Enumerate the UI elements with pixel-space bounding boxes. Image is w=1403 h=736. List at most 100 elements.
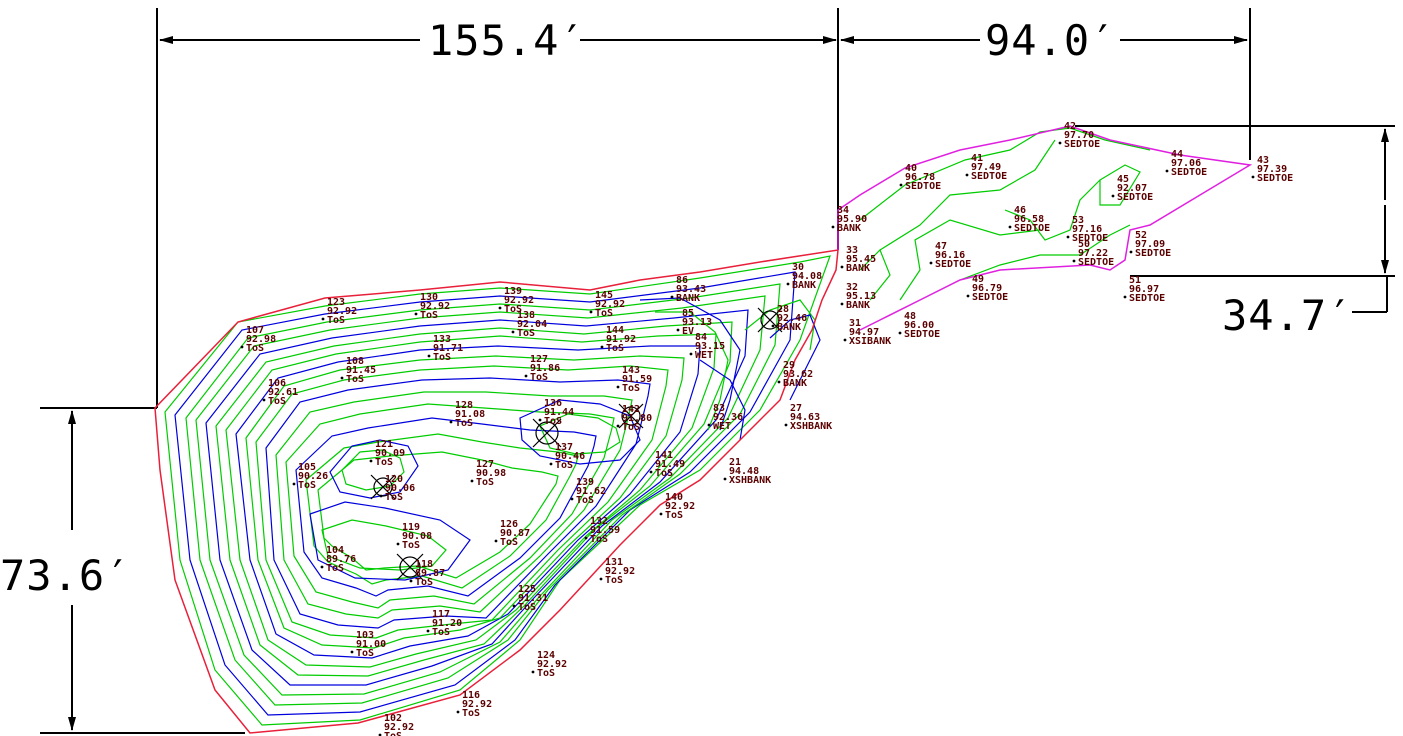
survey-point-number: 44 bbox=[1171, 149, 1183, 160]
survey-point-elevation: 90.26 bbox=[298, 471, 328, 482]
survey-point-dot bbox=[676, 328, 680, 332]
survey-point-description: ToS bbox=[665, 510, 683, 521]
survey-point-dot bbox=[426, 629, 430, 633]
contour-line bbox=[655, 311, 729, 431]
survey-point-description: ToS bbox=[268, 396, 286, 407]
survey-point-number: 127 bbox=[476, 459, 494, 470]
survey-point-elevation: 90.98 bbox=[476, 468, 506, 479]
survey-point-dot bbox=[1129, 250, 1133, 254]
survey-point-elevation: 92.61 bbox=[268, 387, 298, 398]
survey-point-elevation: 92.92 bbox=[420, 301, 450, 312]
dimension-label-73-6: 73.6′ bbox=[0, 551, 131, 600]
control-marker-icon bbox=[370, 474, 396, 500]
survey-point-dot bbox=[262, 398, 266, 402]
survey-point-dot bbox=[1072, 259, 1076, 263]
survey-point-description: ToS bbox=[530, 372, 548, 383]
survey-point-number: 121 bbox=[375, 439, 393, 450]
survey-point-number: 107 bbox=[246, 325, 264, 336]
survey-point-dot bbox=[321, 317, 325, 321]
survey-point-dot bbox=[498, 306, 502, 310]
survey-point-elevation: 96.97 bbox=[1129, 284, 1159, 295]
contour-line bbox=[309, 501, 471, 581]
survey-point-description: SEDTOE bbox=[1129, 293, 1165, 304]
survey-point-dot bbox=[771, 324, 775, 328]
contour-line bbox=[859, 127, 1151, 221]
survey-point-dot bbox=[784, 423, 788, 427]
survey-point-dot bbox=[350, 650, 354, 654]
survey-point-dot bbox=[843, 338, 847, 342]
survey-point-dot bbox=[470, 479, 474, 483]
survey-point-dot bbox=[427, 354, 431, 358]
survey-point-number: 103 bbox=[356, 630, 374, 641]
survey-point-elevation: 92.92 bbox=[504, 295, 534, 306]
survey-point-elevation: 91.62 bbox=[576, 486, 606, 497]
survey-point-description: SEDTOE bbox=[904, 329, 940, 340]
survey-point-elevation: 91.59 bbox=[590, 525, 620, 536]
contour-line bbox=[321, 519, 447, 571]
survey-point-number: 127 bbox=[530, 354, 548, 365]
survey-point-elevation: 97.49 bbox=[971, 162, 1001, 173]
survey-point-number: 136 bbox=[544, 398, 562, 409]
survey-point-number: 51 bbox=[1129, 275, 1141, 286]
survey-point-elevation: 93.15 bbox=[695, 341, 725, 352]
survey-point-elevation: 95.90 bbox=[837, 214, 867, 225]
survey-point-elevation: 91.44 bbox=[544, 407, 574, 418]
survey-point-description: ToS bbox=[415, 577, 433, 588]
survey-point-number: 29 bbox=[783, 360, 795, 371]
survey-point-description: BANK bbox=[783, 378, 807, 389]
survey-point-description: BANK bbox=[846, 263, 870, 274]
survey-point-dot bbox=[584, 536, 588, 540]
survey-point-elevation: 90.09 bbox=[375, 448, 405, 459]
survey-point-description: ToS bbox=[576, 495, 594, 506]
survey-point-number: 47 bbox=[935, 241, 947, 252]
contour-line bbox=[899, 219, 1041, 301]
survey-point-number: 119 bbox=[402, 522, 420, 533]
survey-point-dot bbox=[1111, 194, 1115, 198]
survey-point-elevation: 94.97 bbox=[849, 327, 879, 338]
survey-point-description: ToS bbox=[298, 480, 316, 491]
survey-point-dot bbox=[670, 295, 674, 299]
survey-point-dot bbox=[292, 482, 296, 486]
contour-line bbox=[185, 283, 781, 706]
survey-point-description: ToS bbox=[537, 668, 555, 679]
survey-point-elevation: 96.16 bbox=[935, 250, 965, 261]
survey-point-description: SEDTOE bbox=[1257, 173, 1293, 184]
survey-point-dot bbox=[396, 542, 400, 546]
survey-point-dot bbox=[379, 494, 383, 498]
survey-point-description: SEDTOE bbox=[1078, 257, 1114, 268]
survey-point-description: BANK bbox=[777, 322, 801, 333]
survey-point-elevation: 90.46 bbox=[555, 451, 585, 462]
survey-point-description: ToS bbox=[402, 540, 420, 551]
survey-point-dot bbox=[616, 424, 620, 428]
survey-point-description: SEDTOE bbox=[1072, 233, 1108, 244]
survey-point-dot bbox=[899, 183, 903, 187]
survey-point-description: WET bbox=[713, 421, 731, 432]
survey-point-dot bbox=[777, 380, 781, 384]
survey-point-dot bbox=[531, 670, 535, 674]
survey-point-description: SEDTOE bbox=[1117, 192, 1153, 203]
survey-point-number: 131 bbox=[605, 557, 623, 568]
survey-point-dot bbox=[707, 423, 711, 427]
contour-line bbox=[275, 391, 633, 619]
survey-point-elevation: 93.62 bbox=[783, 369, 813, 380]
survey-point-dot bbox=[840, 302, 844, 306]
survey-point-elevation: 91.49 bbox=[655, 459, 685, 470]
